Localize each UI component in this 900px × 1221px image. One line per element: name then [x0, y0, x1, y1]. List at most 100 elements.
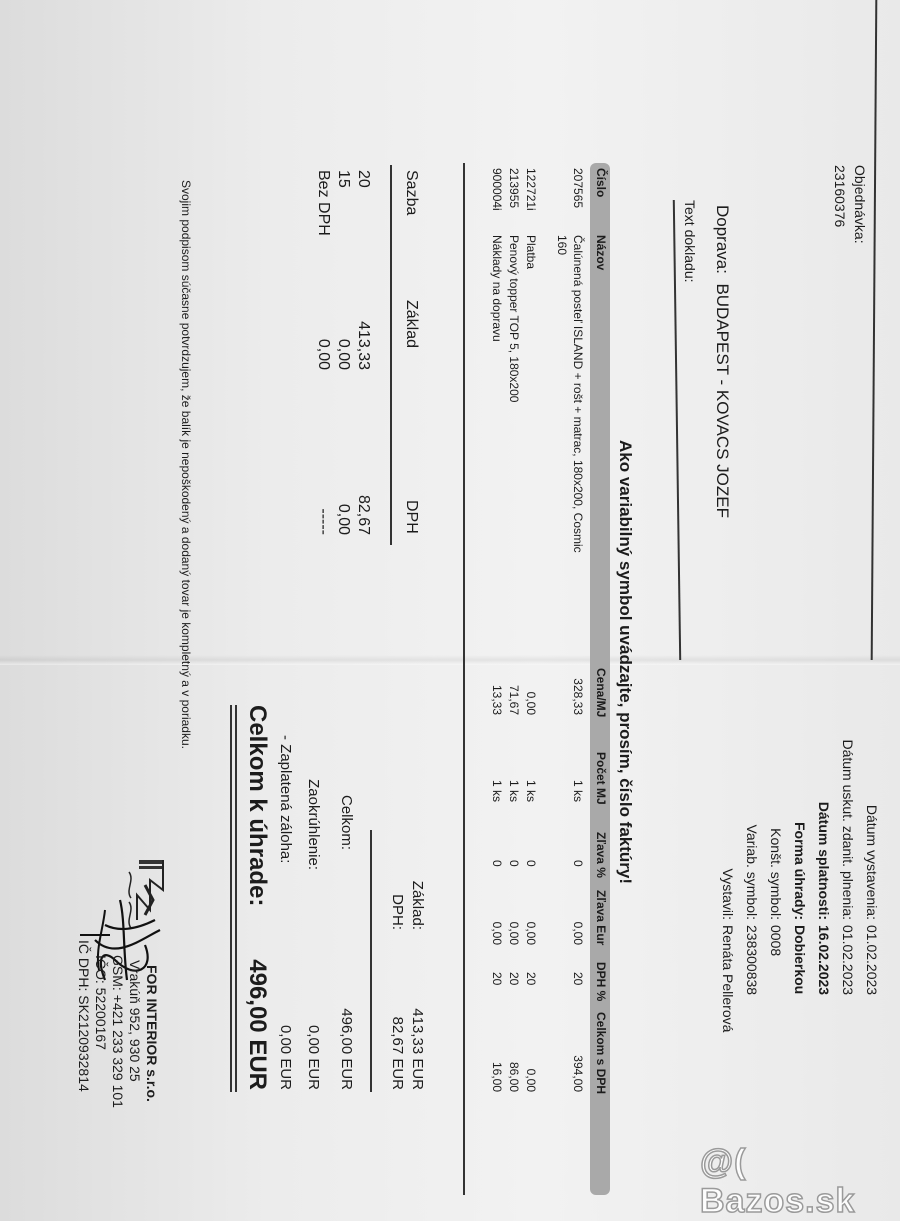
cell-vat: 20: [524, 972, 538, 986]
divider: [672, 200, 682, 660]
cell-total: 86,00: [507, 1061, 521, 1092]
col-name: Názov: [594, 235, 608, 271]
cell-code: 900004i: [490, 168, 504, 211]
cell-total: 16,00: [490, 1061, 504, 1092]
meta-payment-form: Forma úhrady: Dobierkou: [790, 760, 808, 1160]
meta-label: Konšt. symbol:: [768, 828, 784, 920]
cell-price: 71,67: [507, 684, 521, 715]
col-vat: DPH %: [594, 962, 608, 1002]
meta-label: Forma úhrady:: [792, 821, 808, 920]
meta-label: Dátum vystavenia:: [864, 804, 880, 920]
cell-disc_pct: 0: [507, 860, 521, 867]
vat-cell-base: 0,00: [315, 338, 332, 370]
cell-disc_eur: 0,00: [524, 921, 538, 945]
doc-text-label: Text dokladu:: [682, 200, 698, 283]
amount-due-label: Celkom k úhrade:: [244, 705, 271, 907]
divider: [390, 165, 392, 545]
paper-fold: [0, 655, 900, 665]
cell-disc_eur: 0,00: [571, 921, 585, 945]
double-divider: [235, 705, 237, 1092]
company-address: Vrakúň 952, 930 25: [127, 960, 143, 1082]
cell-name-cont: 160: [555, 235, 569, 256]
divider: [870, 0, 878, 660]
vat-cell-vat: 82,67: [355, 494, 372, 535]
cell-code: 213955: [507, 168, 521, 209]
cell-price: 328,33: [571, 678, 585, 715]
cell-disc_eur: 0,00: [490, 921, 504, 945]
vat-cell-rate: 20: [355, 170, 372, 188]
col-total: Celkom s DPH: [594, 1012, 608, 1095]
vat-cell-rate: Bez DPH: [315, 170, 332, 236]
col-code: Číslo: [594, 168, 608, 198]
meta-value: 0008: [768, 925, 784, 957]
meta-value: 16.02.2023: [816, 925, 832, 996]
order-number: 23160376: [832, 165, 848, 228]
vat-cell-vat: -----: [315, 508, 332, 535]
deposit-value: 0,00 EUR: [277, 1024, 294, 1090]
total-sum-value: 496,00 EUR: [338, 1008, 355, 1090]
company-logo-stamp: [80, 860, 164, 981]
shipping: Doprava: BUDAPEST - KOVACS JOZEF: [712, 205, 732, 518]
cell-qty: 1 ks: [490, 780, 504, 803]
rounding-value: 0,00 EUR: [305, 1024, 322, 1090]
company-name: FOR INTERIOR s.r.o.: [144, 965, 160, 1102]
company-icdph: IČ DPH: SK2120932814: [76, 940, 92, 1092]
total-vat-value: 82,67 EUR: [389, 1016, 406, 1090]
cell-vat: 20: [571, 972, 585, 986]
cell-disc_pct: 0: [490, 860, 504, 867]
col-price: Cena/MJ: [594, 668, 608, 718]
total-base-label: Základ:: [409, 880, 426, 930]
meta-value: Dobierkou: [792, 925, 808, 995]
meta-value: Renáta Pellerová: [720, 925, 736, 1033]
company-gsm: GSM: +421 233 329 101: [110, 955, 126, 1108]
amount-due-value: 496,00 EUR: [244, 959, 271, 1090]
meta-var-symbol: Variab. symbol: 238300838: [742, 760, 760, 1160]
cell-price: 0,00: [524, 691, 538, 715]
cell-name: Náklady na dopravu: [490, 235, 504, 342]
col-disc-pct: Zľava %: [594, 832, 608, 878]
cell-price: 13,33: [490, 684, 504, 715]
divider: [370, 830, 372, 1092]
meta-label: Variab. symbol:: [744, 824, 760, 920]
meta-label: Vystavil:: [720, 868, 736, 920]
vat-cell-vat: 0,00: [335, 503, 352, 535]
divider: [463, 163, 465, 1195]
cell-vat: 20: [490, 972, 504, 986]
order-label: Objednávka:: [852, 165, 868, 244]
cell-qty: 1 ks: [571, 780, 585, 803]
deposit-label: - Zaplatená záloha:: [277, 735, 294, 864]
col-qty: Počet MJ: [594, 752, 608, 805]
variable-symbol-notice: Ako variabilný symbol uvádzajte, prosím,…: [616, 440, 635, 885]
vat-col-base: Základ: [403, 300, 420, 349]
rounding-label: Zaokrúhlenie:: [305, 779, 322, 870]
cell-total: 0,00: [524, 1068, 538, 1092]
vat-col-rate: Sazba: [403, 170, 420, 216]
cell-qty: 1 ks: [524, 780, 538, 803]
cell-qty: 1 ks: [507, 780, 521, 803]
cell-vat: 20: [507, 972, 521, 986]
cell-name: Platba: [524, 235, 538, 270]
vat-cell-base: 0,00: [335, 338, 352, 370]
cell-name: Čalúnená posteľ ISLAND + rošt + matrac, …: [571, 235, 585, 553]
meta-value: 01.02.2023: [840, 925, 856, 996]
cell-disc_pct: 0: [571, 860, 585, 867]
meta-const-symbol: Konšt. symbol: 0008: [766, 760, 784, 1160]
company-ico: IČO: 52200167: [93, 955, 109, 1050]
meta-value: 01.02.2023: [864, 925, 880, 996]
cell-disc_eur: 0,00: [507, 921, 521, 945]
meta-label: Dátum uskut. zdanit. plnenia:: [840, 739, 856, 920]
cell-disc_pct: 0: [524, 860, 538, 867]
meta-label: Dátum splatnosti:: [816, 801, 832, 920]
total-sum-label: Celkom:: [338, 794, 355, 850]
meta-value: 238300838: [744, 925, 760, 996]
shipping-value: BUDAPEST - KOVACS JOZEF: [713, 283, 732, 519]
shipping-label: Doprava:: [713, 205, 732, 274]
total-base-value: 413,33 EUR: [409, 1008, 426, 1090]
col-disc-eur: Zľava Eur: [594, 890, 608, 946]
double-divider: [230, 705, 232, 1092]
cell-code: 122721i: [524, 168, 538, 211]
cell-total: 394,00: [571, 1055, 585, 1092]
meta-issue-date: Dátum vystavenia: 01.02.2023: [862, 760, 880, 1160]
vat-col-vat: DPH: [403, 500, 420, 534]
